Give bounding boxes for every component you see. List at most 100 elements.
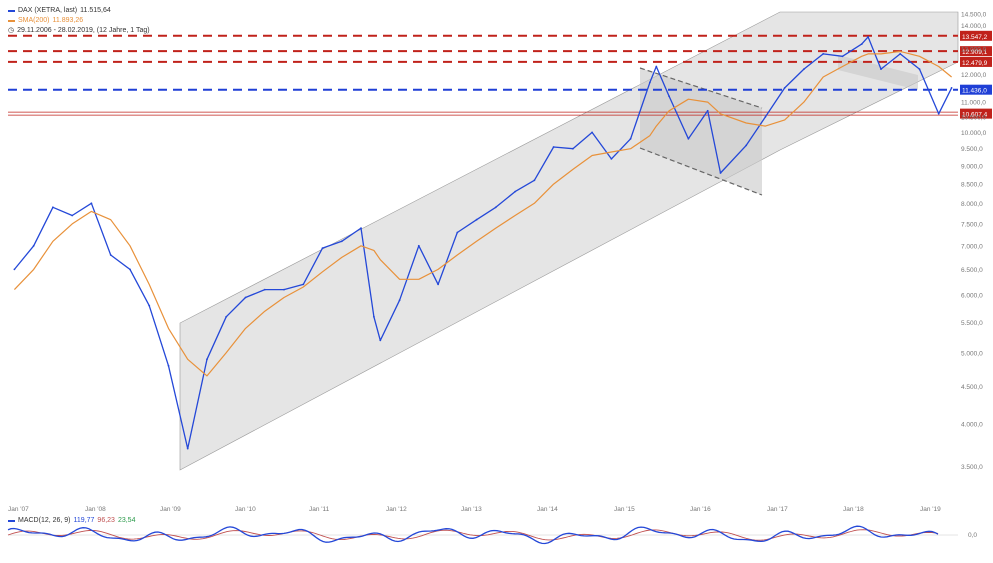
x-tick-label: Jan '11 (309, 506, 330, 513)
dax-point (629, 137, 632, 140)
y-tick-label: 4.500,0 (961, 384, 983, 391)
macd-swatch-icon (8, 519, 15, 522)
top-correction-channel (838, 55, 918, 90)
x-tick-label: Jan '07 (8, 506, 29, 513)
level-badge-4 (960, 108, 992, 119)
dax-point (764, 116, 767, 118)
level-label-2: 12.479,9 (962, 60, 988, 67)
legend-dax[interactable]: DAX (XETRA, last) 11.515,64 (8, 6, 150, 16)
dax-point (552, 146, 555, 148)
dax-point (937, 112, 940, 115)
dax-point (783, 87, 786, 89)
dax-point (860, 43, 863, 45)
trend-channel-layer (179, 11, 959, 471)
dax-point (244, 296, 247, 299)
level-badge-2 (960, 56, 992, 67)
x-tick-label: Jan '19 (920, 506, 941, 513)
y-tick-label: 6.500,0 (961, 267, 983, 274)
dax-point (745, 144, 748, 147)
macd-legend[interactable]: MACD(12, 26, 9) 119,77 96,23 23,54 (8, 517, 135, 524)
dax-point (803, 68, 805, 70)
dax-swatch-icon (8, 10, 15, 12)
x-tick-label: Jan '10 (235, 506, 256, 513)
dax-point (494, 206, 497, 209)
uptrend-channel (179, 11, 959, 471)
y-tick-label: 10.500,0 (961, 114, 987, 121)
y-tick-label: 3.500,0 (961, 464, 983, 471)
macd-value-3: 23,54 (117, 517, 136, 524)
series-line-1 (13, 50, 952, 377)
x-tick-label: Jan '14 (537, 506, 558, 513)
x-tick-label: Jan '09 (160, 506, 181, 513)
macd-signal-line (7, 529, 939, 541)
dax-point (148, 304, 151, 307)
legend-dax-value: 11.515,64 (80, 7, 111, 14)
y-tick-label: 10.000,0 (961, 130, 987, 137)
dax-point (514, 190, 516, 193)
dax-point (263, 288, 266, 291)
y-tick-label: 9.500,0 (961, 146, 983, 153)
level-label-3: 11.436,0 (962, 88, 987, 95)
macd-value-1: 119,77 (73, 517, 95, 524)
level-badge-3 (960, 84, 992, 95)
x-axis: Jan '07 Jan '08 Jan '09 Jan '10 Jan '11 Jan '… (8, 506, 941, 513)
dax-point (475, 218, 478, 221)
y-axis: 14.500,0 14.000,0 13.000,0 12.000,0 11.000,0… (961, 12, 987, 471)
correction-lower-line (639, 147, 763, 196)
horizontal-lines-layer: 13.547,2 12.909,1 12.479,9 11.436,0 10.607,4 (8, 30, 992, 119)
level-label-4: 10.607,4 (962, 112, 988, 119)
macd-axis-label: 0,0 (968, 532, 977, 539)
legend-sma[interactable]: SMA(200) 11.893,26 (8, 16, 150, 26)
series-layer (13, 36, 953, 450)
dax-point (71, 214, 74, 217)
level-label-1: 12.909,1 (962, 49, 988, 56)
y-tick-label: 9.000,0 (961, 163, 983, 170)
legend-range[interactable]: ◷ 29.11.2006 - 28.02.2019, (12 Jahre, 1 … (8, 26, 150, 36)
dax-point (302, 283, 305, 286)
dax-point (668, 95, 670, 98)
macd-value-2: 96,23 (97, 517, 115, 524)
clock-icon: ◷ (8, 27, 15, 34)
dax-point (687, 137, 690, 140)
y-tick-label: 5.500,0 (961, 320, 983, 327)
dax-point (950, 87, 953, 89)
dax-point (340, 240, 343, 243)
y-tick-label: 5.000,0 (961, 350, 983, 357)
x-tick-label: Jan '16 (690, 506, 711, 513)
x-tick-label: Jan '17 (767, 506, 788, 513)
dax-point (841, 55, 844, 58)
dax-point (283, 288, 285, 291)
dax-point (918, 68, 921, 70)
dax-point (373, 315, 375, 318)
dax-point (655, 65, 658, 68)
x-tick-label: Jan '12 (386, 506, 407, 513)
level-badge-0 (960, 30, 992, 41)
dax-point (437, 283, 439, 286)
y-tick-label: 8.500,0 (961, 182, 983, 189)
y-tick-label: 14.000,0 (961, 23, 987, 30)
macd-label: MACD(12, 26, 9) (18, 517, 71, 524)
dax-point (822, 53, 825, 55)
legend-range-label: 29.11.2006 - 28.02.2019, (12 Jahre, 1 Ta… (17, 27, 150, 34)
dax-point (13, 268, 16, 271)
dax-point (417, 244, 420, 247)
y-tick-label: 7.500,0 (961, 221, 983, 228)
y-tick-label: 13.000,0 (961, 46, 987, 53)
y-tick-label: 11.000,0 (961, 100, 986, 107)
dax-point (52, 206, 54, 209)
dax-point (186, 447, 189, 450)
legend-sma-label: SMA(200) (18, 17, 50, 24)
dax-point (379, 339, 382, 342)
y-tick-label: 7.000,0 (961, 243, 983, 250)
level-badge-1 (960, 46, 992, 57)
dax-point (167, 364, 170, 367)
sma-swatch-icon (8, 20, 15, 22)
dax-point (109, 254, 112, 256)
dax-point (321, 247, 324, 250)
dax-point (225, 315, 228, 318)
correction-upper-line (639, 67, 763, 109)
dax-point (32, 244, 35, 247)
main-legend: DAX (XETRA, last) 11.515,64 SMA(200) 11.… (8, 6, 150, 36)
dax-point (610, 158, 613, 160)
